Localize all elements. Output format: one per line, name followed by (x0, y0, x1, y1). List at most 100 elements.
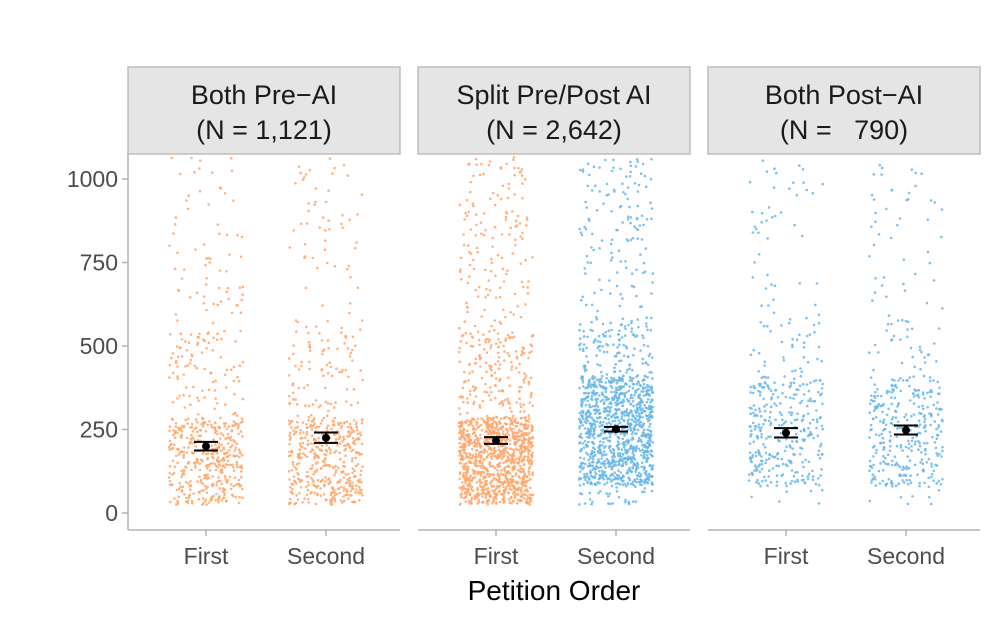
data-point (509, 226, 513, 230)
data-point (466, 310, 469, 314)
data-point (490, 457, 494, 461)
data-point (470, 485, 474, 489)
data-point (497, 448, 501, 452)
data-point (469, 439, 472, 442)
data-point (479, 474, 483, 477)
data-point (301, 446, 304, 449)
data-point (914, 389, 917, 393)
data-point (226, 442, 230, 445)
data-point (596, 363, 599, 366)
data-point (501, 184, 505, 188)
data-point (204, 464, 208, 468)
data-point (359, 433, 363, 437)
data-point (622, 410, 626, 414)
data-point (473, 476, 477, 479)
data-point (593, 482, 597, 486)
data-point (299, 222, 303, 226)
data-point (635, 157, 639, 161)
data-point (926, 391, 929, 395)
data-point (290, 482, 293, 486)
data-point (176, 251, 179, 255)
data-point (589, 455, 592, 458)
data-point (930, 465, 933, 468)
data-point (516, 488, 520, 492)
data-point (218, 464, 222, 467)
data-point (899, 443, 903, 447)
data-point (650, 466, 654, 469)
data-point (897, 482, 900, 486)
data-point (815, 282, 819, 285)
data-point (458, 461, 462, 465)
data-point (903, 415, 906, 419)
data-point (225, 368, 229, 372)
data-point (474, 452, 478, 456)
data-point (360, 421, 364, 425)
data-point (486, 453, 490, 457)
data-point (225, 290, 228, 294)
data-point (619, 292, 622, 296)
data-point (628, 479, 632, 482)
data-point (618, 408, 621, 411)
data-point (301, 441, 305, 445)
data-point (339, 421, 343, 425)
data-point (769, 410, 772, 414)
data-point (302, 386, 306, 390)
data-point (222, 447, 225, 451)
data-point (605, 422, 609, 425)
data-point (503, 398, 507, 402)
data-point (354, 344, 357, 348)
data-point (182, 424, 186, 428)
data-point (307, 416, 311, 419)
data-point (481, 500, 484, 504)
data-point (220, 468, 223, 471)
data-point (520, 442, 524, 446)
data-point (325, 426, 329, 430)
data-point (649, 439, 652, 443)
data-point (899, 446, 903, 449)
data-point (624, 266, 628, 270)
data-point (360, 193, 364, 196)
data-point (530, 462, 534, 465)
data-point (353, 246, 357, 250)
data-point (510, 488, 513, 492)
data-point (778, 411, 782, 414)
data-point (760, 433, 763, 436)
data-point (591, 418, 595, 421)
data-point (887, 407, 890, 411)
data-point (314, 399, 318, 402)
data-point (214, 468, 218, 472)
data-point (492, 484, 496, 488)
data-point (499, 286, 502, 290)
data-point (799, 374, 803, 378)
data-point (176, 461, 179, 465)
data-point (806, 412, 810, 416)
data-point (457, 424, 461, 428)
data-point (468, 389, 472, 393)
data-point (525, 218, 529, 221)
data-point (872, 400, 875, 403)
data-point (167, 445, 171, 449)
data-point (880, 173, 883, 176)
data-point (645, 414, 648, 418)
data-point (337, 437, 341, 441)
data-point (915, 435, 918, 438)
data-point (908, 459, 912, 462)
data-point (188, 296, 192, 299)
data-point (620, 392, 624, 395)
data-point (647, 354, 651, 358)
data-point (587, 409, 590, 413)
data-point (633, 182, 637, 185)
data-point (651, 410, 654, 414)
data-point (628, 422, 631, 426)
data-point (298, 478, 302, 482)
data-point (203, 474, 206, 477)
data-point (237, 432, 240, 436)
data-point (601, 471, 604, 474)
data-point (509, 428, 513, 431)
data-point (617, 249, 621, 252)
data-point (901, 379, 905, 382)
data-point (189, 358, 193, 362)
data-point (935, 427, 938, 431)
data-point (176, 319, 179, 322)
data-point (758, 451, 761, 455)
